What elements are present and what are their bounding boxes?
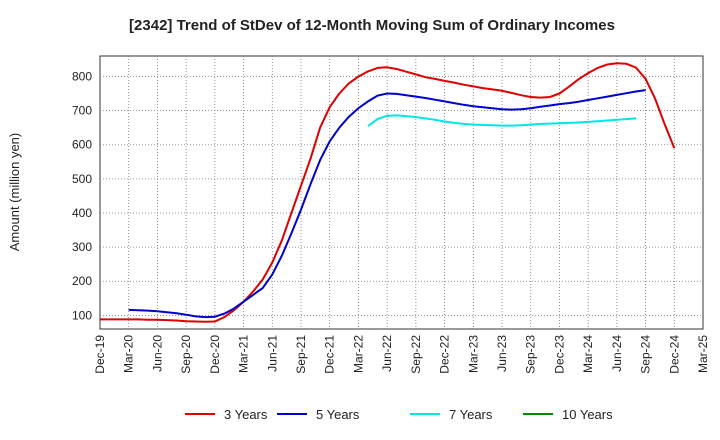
x-axis-ticks: Dec-19 Mar-20 Jun-20 Sep-20 Dec-20 Mar-21 Jun-…	[93, 335, 710, 374]
series-line-5-years	[128, 89, 646, 319]
x-tick-label: Sep-22	[409, 335, 423, 374]
x-tick-label: Jun-20	[150, 335, 164, 372]
x-tick-label: Jun-22	[380, 335, 394, 372]
legend-label: 7 Years	[449, 407, 493, 422]
x-tick-label: Dec-23	[552, 335, 566, 374]
x-tick-label: Mar-25	[696, 335, 710, 373]
x-tick-label: Jun-21	[265, 335, 279, 372]
x-tick-label: Sep-21	[294, 335, 308, 374]
x-tick-label: Dec-21	[323, 335, 337, 374]
x-tick-label: Mar-22	[351, 335, 365, 373]
x-tick-label: Dec-22	[438, 335, 452, 374]
y-tick-label: 700	[72, 104, 92, 118]
y-axis-ticks: 100 200 300 400 500 600 700 800	[72, 69, 92, 322]
y-tick-label: 500	[72, 172, 92, 186]
y-tick-label: 600	[72, 138, 92, 152]
x-tick-label: Jun-23	[495, 335, 509, 372]
legend-label: 3 Years	[224, 407, 268, 422]
plot-area	[99, 55, 704, 330]
grid	[100, 56, 703, 329]
legend-label: 5 Years	[316, 407, 360, 422]
x-tick-label: Dec-19	[93, 335, 107, 374]
series-line-7-years	[367, 114, 637, 127]
x-tick-label: Mar-20	[122, 335, 136, 373]
x-tick-label: Mar-24	[581, 335, 595, 373]
x-tick-label: Mar-23	[466, 335, 480, 373]
x-tick-label: Sep-24	[639, 335, 653, 374]
x-tick-label: Dec-24	[667, 335, 681, 374]
y-tick-label: 100	[72, 308, 92, 322]
x-tick-label: Jun-24	[610, 335, 624, 372]
y-tick-label: 200	[72, 274, 92, 288]
y-axis-label: Amount (million yen)	[7, 133, 22, 252]
x-tick-label: Mar-21	[237, 335, 251, 373]
y-tick-label: 800	[72, 69, 92, 83]
series-lines	[100, 62, 676, 323]
y-tick-label: 300	[72, 240, 92, 254]
series-line-3-years	[100, 62, 676, 323]
y-tick-label: 400	[72, 206, 92, 220]
x-tick-label: Sep-23	[524, 335, 538, 374]
legend-label: 10 Years	[562, 407, 613, 422]
x-tick-label: Sep-20	[179, 335, 193, 374]
x-tick-label: Dec-20	[208, 335, 222, 374]
legend: 3 Years 5 Years 7 Years 10 Years	[185, 407, 613, 422]
chart-title: [2342] Trend of StDev of 12-Month Moving…	[129, 17, 615, 34]
